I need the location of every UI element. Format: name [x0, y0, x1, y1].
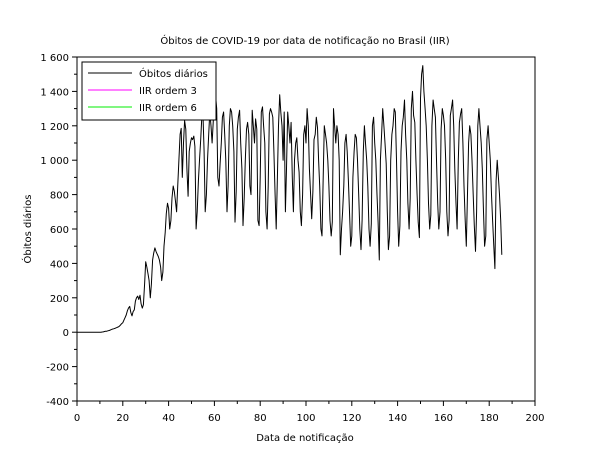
series-line-0	[77, 65, 503, 333]
chart-title: Óbitos de COVID-19 por data de notificaç…	[160, 34, 449, 47]
legend-label: Óbitos diários	[139, 67, 208, 80]
legend-box	[81, 61, 217, 121]
y-tick-label: 1 200	[40, 122, 69, 133]
x-tick-label: 100	[296, 413, 315, 424]
y-tick-label: 400	[50, 259, 69, 270]
x-tick-label: 120	[342, 413, 361, 424]
y-tick-label: 1 400	[40, 87, 69, 98]
y-tick-label: 200	[50, 294, 69, 305]
x-axis-label: Data de notificação	[256, 433, 354, 444]
y-tick-label: 0	[63, 328, 69, 339]
x-tick-label: 80	[254, 413, 267, 424]
x-tick-label: 40	[162, 413, 175, 424]
x-tick-label: 180	[480, 413, 499, 424]
x-tick-label: 60	[208, 413, 221, 424]
x-tick-label: 160	[434, 413, 453, 424]
legend: Óbitos diários IIR ordem 3 IIR ordem 6	[81, 61, 217, 121]
y-tick-label: 800	[50, 191, 69, 202]
y-tick-label: 1 600	[40, 53, 69, 64]
y-tick-label: 600	[50, 225, 69, 236]
x-tick-label: 140	[388, 413, 407, 424]
x-tick-label: 20	[116, 413, 129, 424]
y-tick-label: -200	[46, 363, 69, 374]
y-axis-label: Óbitos diários	[21, 195, 34, 264]
x-tick-label: 200	[525, 413, 544, 424]
legend-label: IIR ordem 6	[139, 103, 197, 114]
y-tick-label: 1 000	[40, 156, 69, 167]
legend-label: IIR ordem 3	[139, 86, 197, 97]
y-tick-label: -400	[46, 397, 69, 408]
x-tick-label: 0	[74, 413, 80, 424]
